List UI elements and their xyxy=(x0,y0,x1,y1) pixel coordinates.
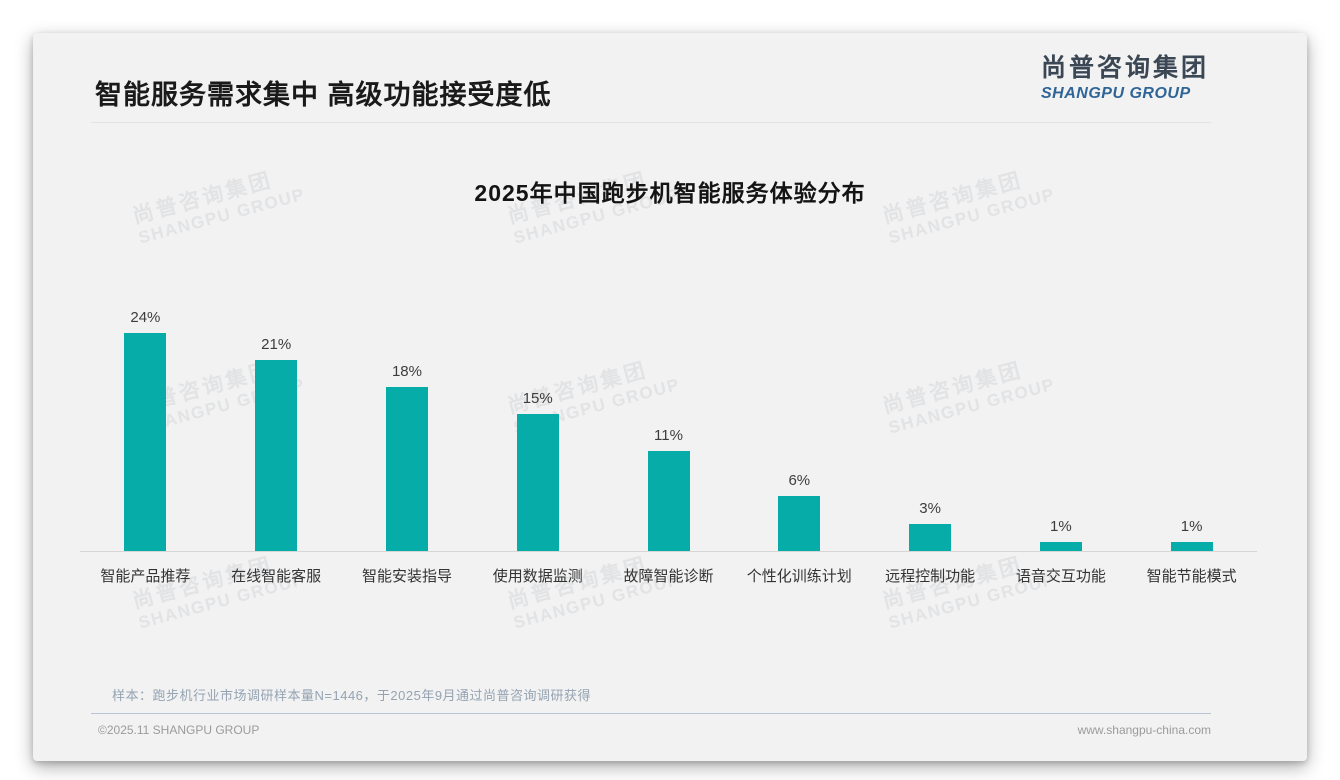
category-label: 远程控制功能 xyxy=(885,568,976,585)
category-label: 智能产品推荐 xyxy=(100,568,191,585)
logo-english-text: SHANGPU GROUP xyxy=(1040,84,1191,102)
page-title: 智能服务需求集中 高级功能接受度低 xyxy=(95,80,552,110)
bar-data-label: 3% xyxy=(919,500,941,517)
bar-column: 24% xyxy=(80,301,211,551)
bar xyxy=(1170,542,1213,551)
category-label: 语音交互功能 xyxy=(1015,568,1106,585)
bar-column: 3% xyxy=(865,301,996,551)
category-label: 个性化训练计划 xyxy=(746,568,852,585)
bar-data-label: 1% xyxy=(1180,518,1203,535)
bar-column: 21% xyxy=(211,301,342,551)
bar-column: 15% xyxy=(472,301,603,551)
x-axis-category-labels: 智能产品推荐 在线智能客服 智能安装指导 使用数据监测 故障智能诊断 个性化训练计划 远程控… xyxy=(80,565,1257,586)
title-divider xyxy=(91,122,1211,123)
bar-column: 18% xyxy=(342,301,473,551)
category-label: 在线智能客服 xyxy=(231,568,322,585)
bar xyxy=(909,524,952,551)
bar-data-label: 24% xyxy=(130,309,161,326)
category-label: 智能安装指导 xyxy=(361,568,452,585)
sample-note: 样本：跑步机行业市场调研样本量N=1446，于2025年9月通过尚普咨询调研获得 xyxy=(112,688,592,703)
bar-data-label: 1% xyxy=(1050,518,1072,535)
footer-divider xyxy=(91,713,1211,714)
bar xyxy=(778,496,821,551)
chart-title: 2025年中国跑步机智能服务体验分布 xyxy=(474,180,866,206)
copyright-text: ©2025.11 SHANGPU GROUP xyxy=(98,723,260,737)
bar xyxy=(124,333,167,551)
bar xyxy=(1039,542,1082,551)
bottom-bar: ©2025.11 SHANGPU GROUP www.shangpu-china… xyxy=(98,723,1211,737)
category-label: 使用数据监测 xyxy=(492,568,583,585)
chart-plot-area: 24% 21% 18% 15% 11% 6% 3% 1% 1% xyxy=(80,301,1257,552)
bar-data-label: 18% xyxy=(391,363,422,380)
company-logo: 尚普咨询集团 SHANGPU GROUP xyxy=(1040,54,1209,103)
website-text: www.shangpu-china.com xyxy=(1077,723,1211,737)
bar xyxy=(647,451,690,551)
bar-data-label: 15% xyxy=(522,390,553,407)
bar-data-label: 11% xyxy=(654,427,683,444)
logo-chinese-text: 尚普咨询集团 xyxy=(1040,54,1209,82)
bar xyxy=(516,414,559,551)
bar-chart: 24% 21% 18% 15% 11% 6% 3% 1% 1% 智能产品推荐 在线智能客服 智能安装… xyxy=(80,301,1257,586)
bar xyxy=(385,387,428,551)
bar-column: 6% xyxy=(734,301,865,551)
bar-data-label: 6% xyxy=(788,472,811,489)
bar xyxy=(255,360,298,551)
bar-column: 11% xyxy=(603,301,734,551)
category-label: 故障智能诊断 xyxy=(623,568,714,585)
slide-card: 尚普咨询集团 SHANGPU GROUP 尚普咨询集团 SHANGPU GROUP 尚普… xyxy=(33,33,1307,761)
bar-column: 1% xyxy=(1126,301,1257,551)
bar-data-label: 21% xyxy=(261,336,292,353)
category-label: 智能节能模式 xyxy=(1146,568,1237,585)
bar-column: 1% xyxy=(995,301,1126,551)
